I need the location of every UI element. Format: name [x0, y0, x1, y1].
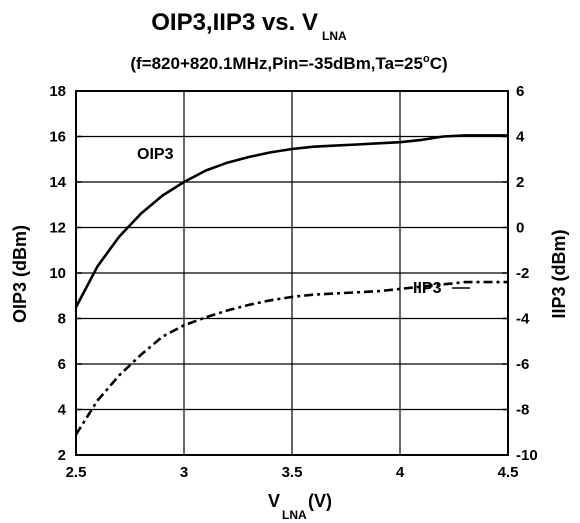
x-tick-label: 2.5 — [66, 464, 87, 481]
subtitle-degree: o — [423, 53, 430, 65]
iip3-annotation: IIP3 — [413, 280, 442, 297]
series-layer — [74, 134, 508, 436]
x-tick-label: 4 — [396, 464, 405, 481]
chart-subtitle: (f=820+820.1MHz,Pin=-35dBm,Ta=25oC) — [130, 53, 447, 73]
y-tick-label-left: 6 — [58, 356, 66, 373]
y-tick-label-left: 14 — [49, 174, 66, 191]
y-axis-label-right: IIP3 (dBm) — [549, 229, 569, 318]
y-tick-label-left: 16 — [49, 129, 66, 146]
tick-labels: 2 -10 4 -8 6 -6 8 -4 10 -2 12 0 14 2 16 4 18 6 2.5 3 3.5 4 4.5 — [49, 83, 537, 481]
y-tick-label-right: -4 — [516, 311, 530, 328]
x-tick-label: 3.5 — [282, 464, 303, 481]
y-tick-label-right: 2 — [516, 174, 524, 191]
x-tick-label: 3 — [180, 464, 188, 481]
x-tick-label: 4.5 — [498, 464, 519, 481]
y-tick-label-left: 4 — [58, 402, 67, 419]
x-axis-label-unit: (V) — [308, 491, 332, 511]
chart-title-subscript: LNA — [322, 29, 347, 43]
y-axis-label-left: OIP3 (dBm) — [10, 225, 30, 323]
y-tick-label-left: 12 — [49, 220, 66, 237]
y-tick-label-right: -8 — [516, 402, 529, 419]
y-tick-label-right: -2 — [516, 265, 529, 282]
y-tick-label-right: 0 — [516, 220, 524, 237]
grid — [76, 91, 508, 455]
y-tick-label-right: -10 — [516, 447, 538, 464]
y-tick-label-right: 4 — [516, 129, 525, 146]
x-axis-label-main: V — [268, 491, 280, 511]
y-tick-label-left: 10 — [49, 265, 66, 282]
y-tick-label-left: 2 — [58, 447, 66, 464]
y-tick-label-left: 18 — [49, 83, 66, 100]
series-line-oip3 — [74, 134, 508, 308]
oip3-annotation: OIP3 — [137, 146, 174, 163]
chart-title: OIP3,IIP3 vs. V — [151, 9, 318, 36]
y-tick-label-right: -6 — [516, 356, 529, 373]
series-line-iip3 — [74, 280, 508, 436]
x-axis-label: V — [268, 491, 280, 511]
x-axis-label-subscript: LNA — [282, 508, 307, 522]
y-tick-label-right: 6 — [516, 83, 524, 100]
subtitle-end: C) — [430, 54, 448, 73]
subtitle-main: (f=820+820.1MHz,Pin=-35dBm,Ta=25 — [130, 54, 423, 73]
y-tick-label-left: 8 — [58, 311, 66, 328]
